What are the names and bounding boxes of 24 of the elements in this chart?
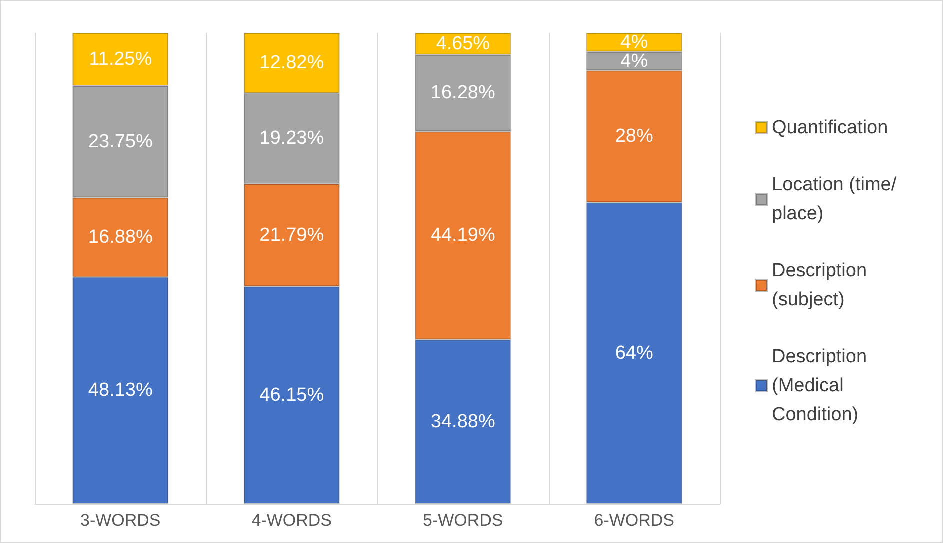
data-label: 48.13%: [88, 380, 153, 402]
legend-label: Quantification: [772, 118, 888, 138]
data-label: 28%: [615, 126, 654, 148]
data-label: 16.88%: [88, 227, 153, 248]
data-label: 34.88%: [430, 411, 496, 432]
legend-label: Location (time/place): [772, 174, 898, 224]
legend-label: Description (subject): [772, 260, 872, 310]
data-label: 64%: [615, 342, 654, 364]
data-label: 21.79%: [260, 224, 324, 246]
data-label: 44.19%: [430, 225, 496, 246]
data-label: 4%: [620, 32, 648, 53]
data-label: 4%: [620, 50, 648, 72]
legend-label: Description (Medical Condition): [772, 346, 872, 426]
data-label: 23.75%: [88, 131, 153, 152]
data-label: 19.23%: [260, 128, 324, 150]
data-label: 12.82%: [260, 52, 324, 74]
x-tick-label: 3-WORDS: [80, 511, 161, 530]
data-label: 11.25%: [89, 48, 152, 70]
x-tick-label: 6-WORDS: [594, 511, 675, 530]
data-label: 46.15%: [260, 384, 324, 406]
x-tick-label: 5-WORDS: [422, 511, 504, 530]
x-tick-label: 4-WORDS: [252, 511, 332, 530]
data-label: 4.65%: [436, 33, 490, 54]
data-label: 16.28%: [430, 82, 496, 104]
